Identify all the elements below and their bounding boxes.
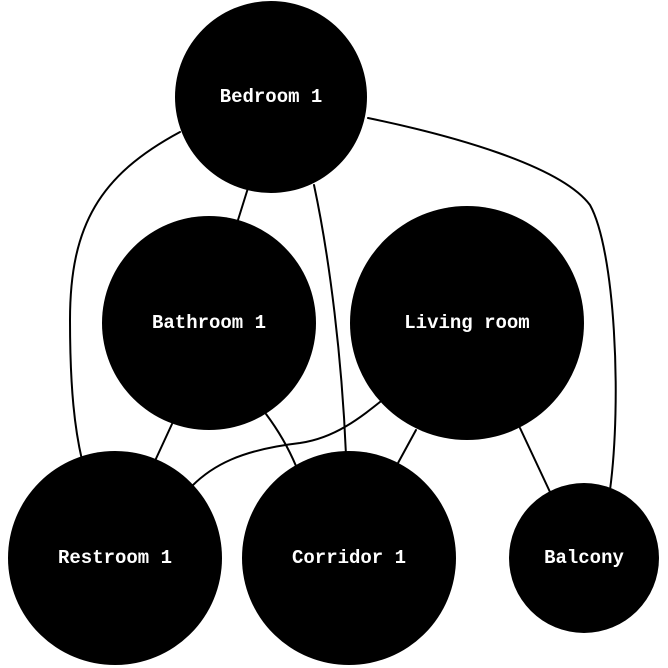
- node-corridor1[interactable]: Corridor 1: [242, 451, 456, 665]
- edge-bathroom1-restroom1: [154, 424, 172, 463]
- node-restroom1-label: Restroom 1: [58, 547, 172, 569]
- node-bedroom1[interactable]: Bedroom 1: [175, 1, 367, 193]
- node-restroom1[interactable]: Restroom 1: [8, 451, 222, 665]
- node-bathroom1[interactable]: Bathroom 1: [102, 216, 316, 430]
- nodes-layer: Bedroom 1 Bathroom 1 Living room Restroo…: [8, 1, 659, 665]
- node-bedroom1-label: Bedroom 1: [220, 86, 323, 108]
- edge-bedroom1-corridor1: [314, 185, 346, 455]
- edge-bedroom1-bathroom1: [238, 188, 248, 220]
- node-livingroom[interactable]: Living room: [350, 206, 584, 440]
- node-livingroom-label: Living room: [404, 312, 529, 334]
- edge-livingroom-corridor1: [398, 430, 416, 463]
- node-balcony[interactable]: Balcony: [509, 483, 659, 633]
- edge-livingroom-balcony: [520, 428, 550, 492]
- node-corridor1-label: Corridor 1: [292, 547, 406, 569]
- node-balcony-label: Balcony: [544, 547, 624, 569]
- edge-bathroom1-corridor1: [266, 414, 296, 466]
- node-bathroom1-label: Bathroom 1: [152, 312, 266, 334]
